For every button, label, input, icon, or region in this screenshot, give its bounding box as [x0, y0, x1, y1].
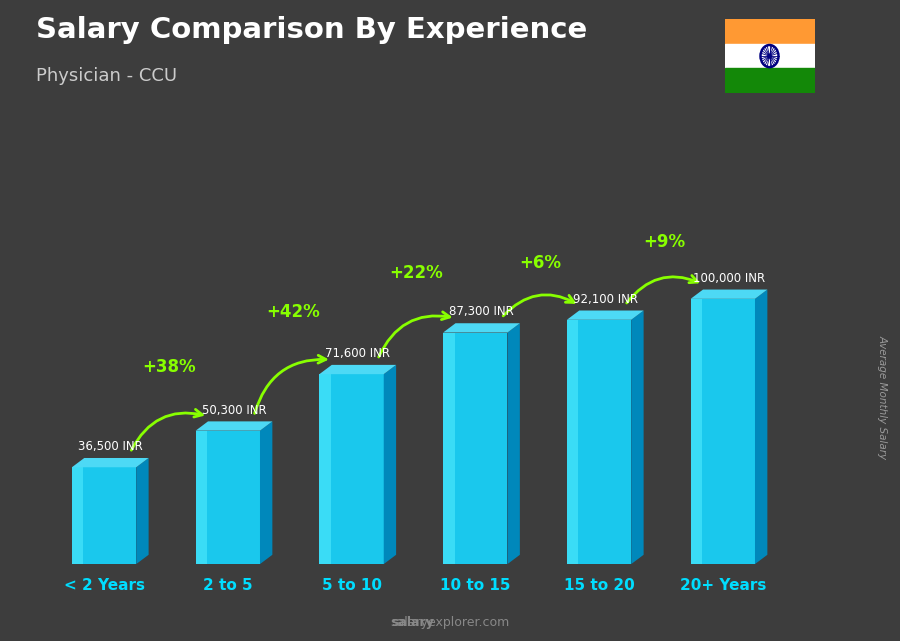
Text: +22%: +22% [390, 264, 444, 282]
Bar [443, 333, 508, 564]
Text: +9%: +9% [643, 233, 685, 251]
Text: 87,300 INR: 87,300 INR [449, 306, 514, 319]
Text: salary: salary [392, 617, 434, 629]
Bar [567, 320, 579, 564]
Text: +6%: +6% [519, 254, 562, 272]
Text: 36,500 INR: 36,500 INR [78, 440, 142, 453]
Polygon shape [195, 421, 273, 431]
FancyArrowPatch shape [626, 276, 698, 303]
Bar [724, 19, 814, 44]
Text: 100,000 INR: 100,000 INR [693, 272, 765, 285]
Text: +38%: +38% [142, 358, 196, 376]
Text: 50,300 INR: 50,300 INR [202, 404, 266, 417]
Polygon shape [755, 290, 768, 564]
Text: Physician - CCU: Physician - CCU [36, 67, 177, 85]
Polygon shape [567, 310, 644, 320]
Text: Average Monthly Salary: Average Monthly Salary [878, 335, 887, 460]
Bar [690, 299, 755, 564]
Circle shape [768, 54, 771, 58]
Bar [567, 320, 631, 564]
Text: Salary Comparison By Experience: Salary Comparison By Experience [36, 16, 587, 44]
Bar [195, 431, 207, 564]
Bar [724, 69, 814, 93]
Text: +42%: +42% [266, 303, 320, 321]
Bar [72, 467, 136, 564]
Polygon shape [260, 421, 273, 564]
Bar [443, 333, 454, 564]
Polygon shape [443, 323, 520, 333]
Bar [320, 374, 383, 564]
Text: salaryexplorer.com: salaryexplorer.com [391, 617, 509, 629]
Polygon shape [690, 290, 768, 299]
Polygon shape [72, 458, 148, 467]
FancyArrowPatch shape [379, 312, 450, 357]
Polygon shape [320, 365, 396, 374]
Bar [690, 299, 702, 564]
Polygon shape [383, 365, 396, 564]
Bar [72, 467, 84, 564]
Bar [724, 44, 814, 69]
Polygon shape [136, 458, 149, 564]
Text: 71,600 INR: 71,600 INR [325, 347, 391, 360]
Polygon shape [631, 310, 644, 564]
Bar [320, 374, 331, 564]
FancyArrowPatch shape [503, 295, 574, 316]
Polygon shape [508, 323, 520, 564]
FancyArrowPatch shape [131, 410, 202, 450]
Bar [195, 431, 260, 564]
FancyArrowPatch shape [255, 355, 326, 413]
Text: 92,100 INR: 92,100 INR [572, 293, 638, 306]
